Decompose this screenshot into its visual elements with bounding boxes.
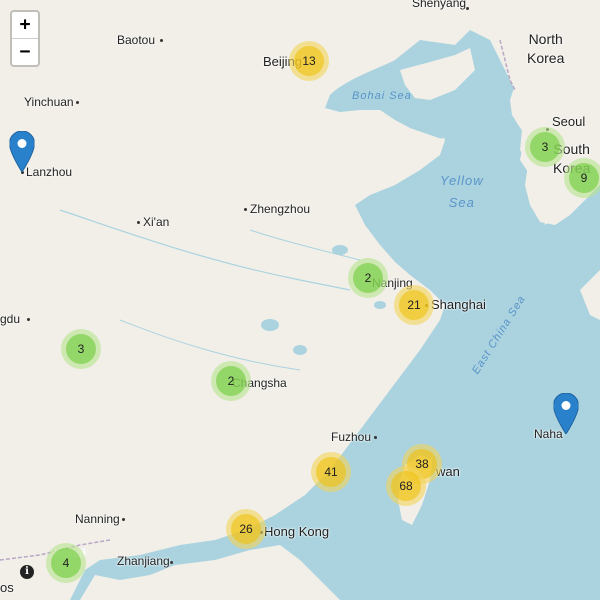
cluster-count: 4 xyxy=(51,548,81,578)
city-dot xyxy=(244,208,247,211)
marker-cluster-nanjing[interactable]: 2 xyxy=(348,258,388,298)
city-dot xyxy=(170,561,173,564)
city-label-baotou: Baotou xyxy=(117,33,156,47)
sea-area xyxy=(70,30,600,600)
cluster-count: 3 xyxy=(66,334,96,364)
marker-cluster-changsha[interactable]: 2 xyxy=(211,361,251,401)
cluster-count: 9 xyxy=(569,163,599,193)
map-pin-icon xyxy=(553,393,579,434)
marker-cluster-hongkong[interactable]: 26 xyxy=(226,509,266,549)
shandong-peninsula xyxy=(355,138,445,195)
city-dot xyxy=(76,101,79,104)
city-label-fuzhou: Fuzhou xyxy=(331,430,372,444)
city-label-xian: Xi'an xyxy=(143,215,170,229)
info-icon[interactable]: i xyxy=(20,565,34,579)
cluster-count: 68 xyxy=(391,471,421,501)
marker-cluster-seoul[interactable]: 3 xyxy=(525,127,565,167)
cluster-count: 21 xyxy=(399,290,429,320)
cluster-count: 2 xyxy=(216,366,246,396)
marker-cluster-shanghai[interactable]: 21 xyxy=(394,285,434,325)
city-dot xyxy=(27,318,30,321)
marker-cluster-hanoi[interactable]: 4 xyxy=(46,543,86,583)
japan-coast xyxy=(580,270,600,320)
map-marker-naha[interactable] xyxy=(553,393,579,434)
cluster-count: 3 xyxy=(530,132,560,162)
marker-cluster-taiwan-south[interactable]: 68 xyxy=(386,466,426,506)
city-label-naha: Naha xyxy=(534,427,563,441)
zoom-out-button[interactable]: − xyxy=(19,41,31,62)
cluster-count: 2 xyxy=(353,263,383,293)
sea-label-yellow: Yellow Sea xyxy=(440,173,484,210)
city-label-yinchuan: Yinchuan xyxy=(24,95,74,109)
city-label-hongkong: Hong Kong xyxy=(264,524,330,539)
marker-cluster-south-korea[interactable]: 9 xyxy=(564,158,600,198)
country-label-text: North Korea xyxy=(527,31,565,66)
city-label-shenyang: Shenyang xyxy=(412,0,467,10)
city-label-chengdu: gdu xyxy=(0,312,21,326)
city-label-shanghai: Shanghai xyxy=(431,297,486,312)
zoom-in-button[interactable]: + xyxy=(12,12,38,39)
zoom-control: + − xyxy=(10,10,40,67)
city-label-zhengzhou: Zhengzhou xyxy=(250,202,311,216)
marker-cluster-fuzhou[interactable]: 41 xyxy=(311,452,351,492)
city-dot xyxy=(466,7,469,10)
cluster-count: 13 xyxy=(294,46,324,76)
sea-label-bohai: Bohai Sea xyxy=(352,90,412,102)
city-label-taiwan: wan xyxy=(436,464,460,479)
country-label-north-korea: North Korea xyxy=(527,30,564,68)
city-label-seoul: Seoul xyxy=(552,114,586,129)
city-dot xyxy=(21,171,24,174)
hainan-island xyxy=(115,585,160,600)
city-label-nanning: Nanning xyxy=(75,512,120,526)
map-pin-icon xyxy=(9,131,35,172)
map-marker-lanzhou[interactable] xyxy=(9,131,35,172)
city-dot xyxy=(122,518,125,521)
city-label-zhanjiang: Zhanjiang xyxy=(117,554,170,568)
cluster-count: 41 xyxy=(316,457,346,487)
marker-cluster-beijing[interactable]: 13 xyxy=(289,41,329,81)
city-dot xyxy=(137,221,140,224)
cluster-count: 26 xyxy=(231,514,261,544)
city-dot xyxy=(374,436,377,439)
city-dot xyxy=(160,39,163,42)
city-label-lanzhou: Lanzhou xyxy=(26,165,73,179)
country-label-laos: os xyxy=(0,580,14,595)
marker-cluster-chengdu[interactable]: 3 xyxy=(61,329,101,369)
liaodong-peninsula xyxy=(400,48,475,100)
